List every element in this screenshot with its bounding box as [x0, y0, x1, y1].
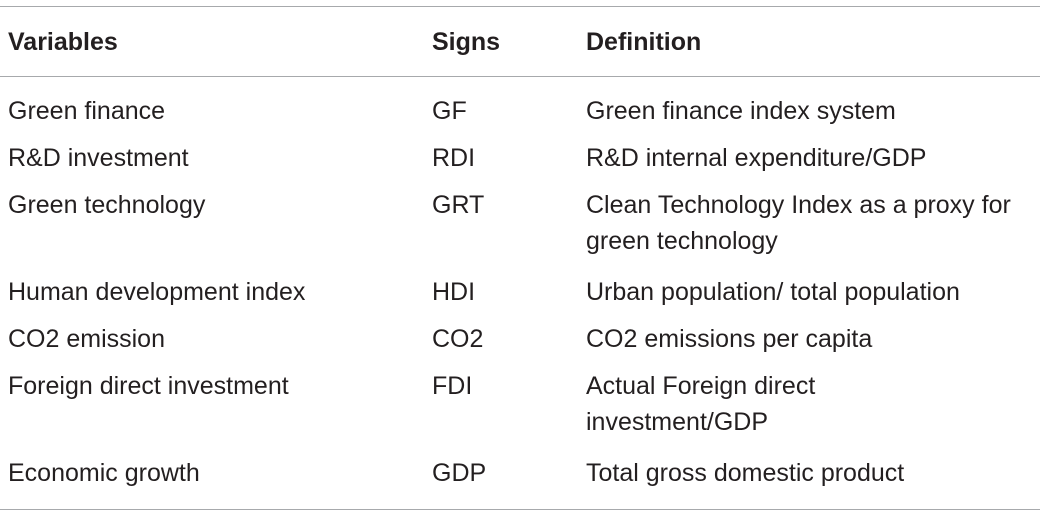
- cell-definition: Total gross domestic product: [586, 459, 905, 487]
- table-row: Green technology GRT Clean Technology In…: [0, 182, 1040, 269]
- cell-definition: CO2 emissions per capita: [586, 325, 873, 353]
- header-signs: Signs: [432, 28, 501, 56]
- table-top-rule: [0, 6, 1040, 7]
- cell-definition: Clean Technology Index as a proxy for gr…: [586, 191, 1011, 255]
- cell-variable: CO2 emission: [8, 325, 165, 353]
- cell-definition: Urban population/ total population: [586, 278, 960, 306]
- cell-variable: Green technology: [8, 191, 206, 219]
- table-row: Foreign direct investment FDI Actual For…: [0, 363, 1040, 450]
- cell-definition: Green finance index system: [586, 97, 896, 125]
- table-header-row: Variables Signs Definition: [0, 26, 1040, 58]
- header-variables: Variables: [8, 28, 118, 56]
- table-row: Economic growth GDP Total gross domestic…: [0, 450, 1040, 497]
- cell-sign: GDP: [432, 459, 487, 487]
- cell-sign: FDI: [432, 372, 473, 400]
- cell-variable: Foreign direct investment: [8, 372, 289, 400]
- table-bottom-rule: [0, 509, 1040, 510]
- table-row: R&D investment RDI R&D internal expendit…: [0, 135, 1040, 182]
- table-header-rule: [0, 76, 1040, 77]
- cell-variable: Green finance: [8, 97, 166, 125]
- cell-definition: Actual Foreign direct investment/GDP: [586, 372, 816, 436]
- cell-sign: RDI: [432, 144, 476, 172]
- cell-sign: GF: [432, 97, 467, 125]
- cell-definition: R&D internal expenditure/GDP: [586, 144, 927, 172]
- table-body: Green finance GF Green finance index sys…: [0, 88, 1040, 497]
- cell-variable: Human development index: [8, 278, 306, 306]
- cell-sign: GRT: [432, 191, 485, 219]
- cell-variable: R&D investment: [8, 144, 189, 172]
- header-definition: Definition: [586, 28, 702, 56]
- table-row: Green finance GF Green finance index sys…: [0, 88, 1040, 135]
- table-row: CO2 emission CO2 CO2 emissions per capit…: [0, 316, 1040, 363]
- cell-sign: HDI: [432, 278, 476, 306]
- cell-sign: CO2: [432, 325, 484, 353]
- table-row: Human development index HDI Urban popula…: [0, 269, 1040, 316]
- cell-variable: Economic growth: [8, 459, 200, 487]
